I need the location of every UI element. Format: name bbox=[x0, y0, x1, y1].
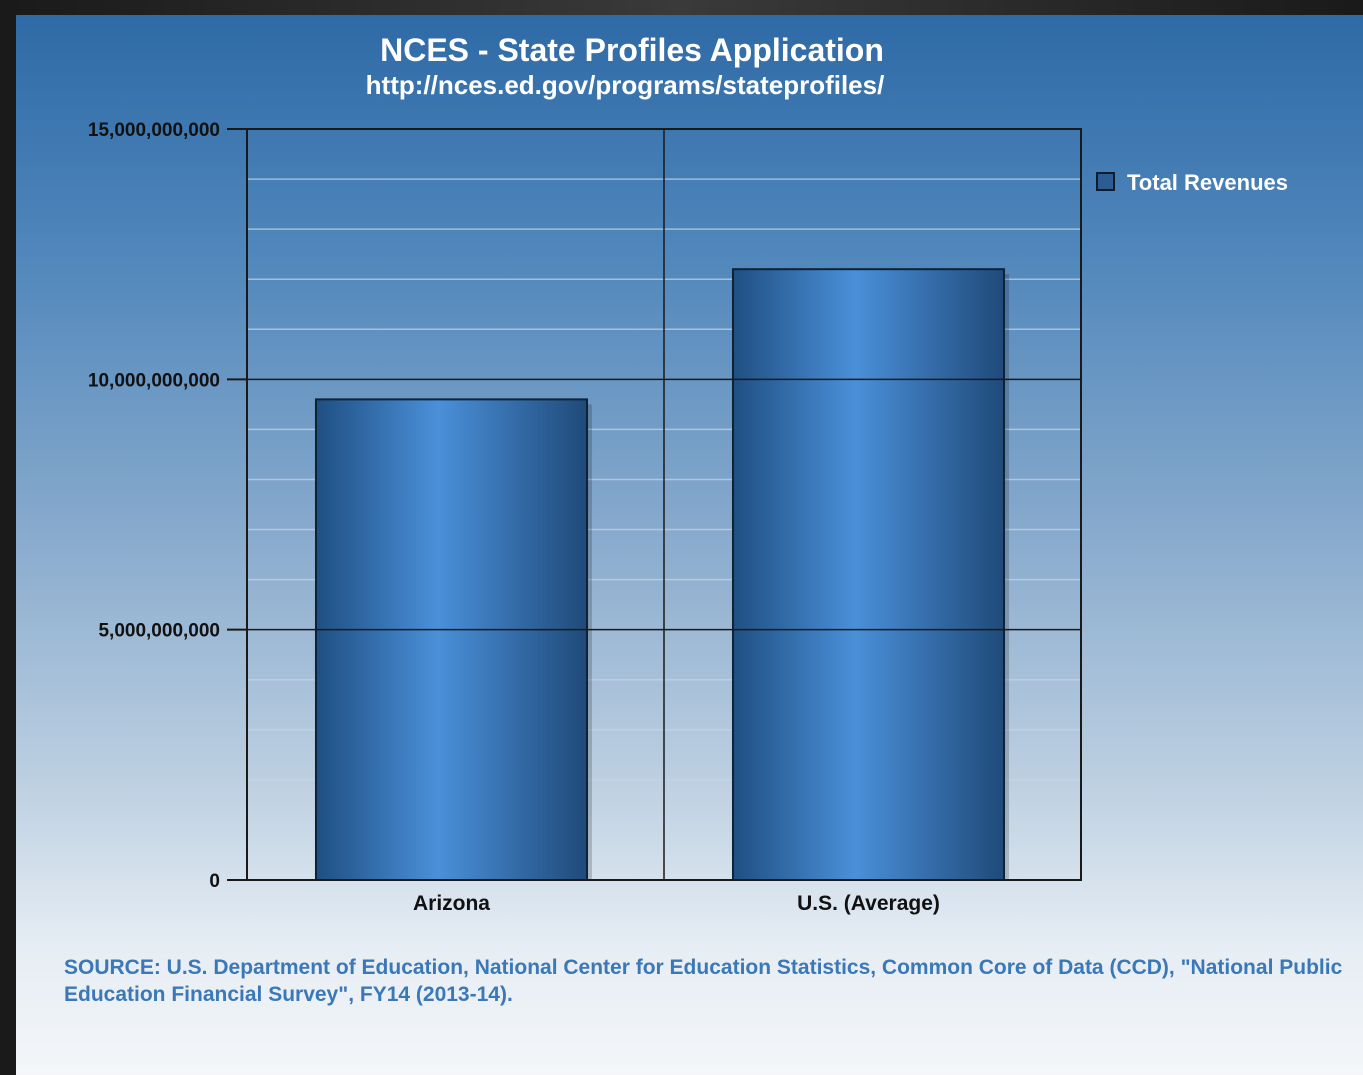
x-category-labels: Arizona U.S. (Average) bbox=[413, 892, 940, 915]
legend: Total Revenues bbox=[1096, 170, 1288, 195]
y-tick-labels: 0 5,000,000,000 10,000,000,000 15,000,000,0… bbox=[88, 120, 220, 892]
source-note: SOURCE: U.S. Department of Education, Na… bbox=[64, 956, 1343, 1006]
x-tick-label: U.S. (Average) bbox=[797, 892, 940, 915]
legend-label-total-revenues: Total Revenues bbox=[1127, 170, 1288, 195]
bar-arizona bbox=[314, 398, 589, 881]
x-tick-label: Arizona bbox=[413, 892, 490, 915]
axes bbox=[227, 128, 1082, 881]
legend-swatch bbox=[1096, 172, 1115, 191]
y-tick-label: 15,000,000,000 bbox=[88, 120, 220, 141]
y-tick-label: 0 bbox=[209, 871, 220, 892]
y-tick-label: 5,000,000,000 bbox=[98, 621, 220, 642]
chart-title: NCES - State Profiles Application bbox=[380, 32, 884, 68]
bar-chart: NCES - State Profiles Application http:/… bbox=[88, 32, 1288, 915]
bar-u-s-average bbox=[731, 268, 1006, 882]
y-tick-label: 10,000,000,000 bbox=[88, 370, 220, 391]
bars bbox=[314, 268, 1010, 882]
chart-panel: NCES - State Profiles Application http:/… bbox=[16, 15, 1363, 1075]
chart-subtitle: http://nces.ed.gov/programs/stateprofile… bbox=[366, 70, 885, 100]
